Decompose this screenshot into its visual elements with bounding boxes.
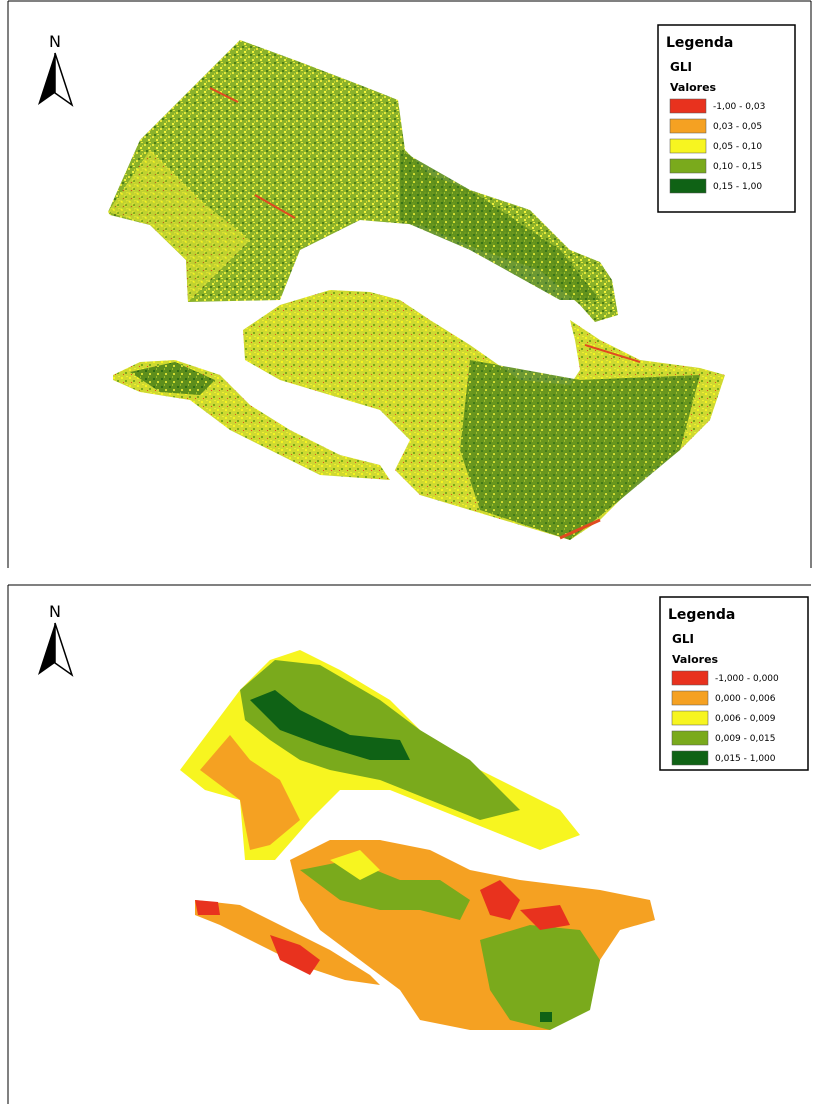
legend-subtitle: Valores <box>670 81 717 94</box>
legend-layer: GLI <box>672 632 694 646</box>
north-label: N <box>49 602 61 621</box>
legend-swatch <box>672 711 708 725</box>
legend-swatch <box>672 691 708 705</box>
legend-swatch <box>670 99 706 113</box>
legend-label: -1,000 - 0,000 <box>715 674 779 684</box>
north-arrow <box>55 53 72 105</box>
legend: Legenda GLI Valores -1,000 - 0,000 0,000 - 0… <box>660 597 808 770</box>
legend-label: 0,006 - 0,009 <box>715 714 776 724</box>
legend-swatch <box>672 731 708 745</box>
legend: Legenda GLI Valores -1,00 - 0,03 0,03 - 0,05… <box>658 25 795 212</box>
legend-title: Legenda <box>668 607 735 623</box>
map-raster <box>180 650 655 1030</box>
north-label: N <box>49 32 61 51</box>
legend-swatch <box>670 179 706 193</box>
figure: N Legenda GLI Valores -1,00 - 0,03 0,03 - 0,0… <box>0 0 813 1104</box>
legend-swatch <box>670 139 706 153</box>
legend-label: 0,10 - 0,15 <box>713 162 762 172</box>
legend-label: 0,000 - 0,006 <box>715 694 776 704</box>
legend-swatch <box>670 119 706 133</box>
legend-label: 0,15 - 1,00 <box>713 182 762 192</box>
legend-label: 0,05 - 0,10 <box>713 142 762 152</box>
legend-label: 0,03 - 0,05 <box>713 122 762 132</box>
legend-title: Legenda <box>666 35 733 51</box>
north-arrow <box>38 53 55 105</box>
legend-swatch <box>670 159 706 173</box>
legend-layer: GLI <box>670 60 692 74</box>
north-arrow <box>38 623 55 675</box>
legend-swatch <box>672 671 708 685</box>
map-raster <box>108 40 725 540</box>
legend-swatch <box>672 751 708 765</box>
legend-subtitle: Valores <box>672 653 719 666</box>
legend-label: 0,015 - 1,000 <box>715 754 776 764</box>
legend-label: 0,009 - 0,015 <box>715 734 776 744</box>
legend-label: -1,00 - 0,03 <box>713 102 765 112</box>
north-arrow <box>55 623 72 675</box>
